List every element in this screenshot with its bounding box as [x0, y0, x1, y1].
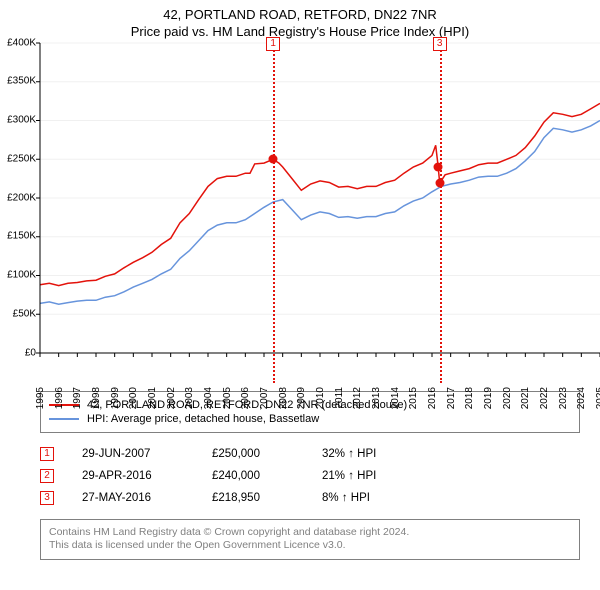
- transaction-row: 2 29-APR-2016£240,00021% ↑ HPI: [40, 465, 580, 487]
- x-axis-label: 2018: [464, 387, 475, 409]
- transaction-marker: 1: [40, 447, 54, 461]
- x-axis-label: 2004: [203, 387, 214, 409]
- legend-swatch: [49, 418, 79, 420]
- footer-line-2: This data is licensed under the Open Gov…: [49, 539, 571, 553]
- transactions-table: 1 29-JUN-2007£250,00032% ↑ HPI 2 29-APR-201…: [40, 443, 580, 509]
- x-axis-label: 2011: [334, 387, 345, 409]
- transaction-delta: 32% ↑ HPI: [322, 448, 442, 460]
- y-axis-label: £400K: [7, 37, 40, 48]
- x-axis-label: 2020: [502, 387, 513, 409]
- transaction-row: 3 27-MAY-2016£218,9508% ↑ HPI: [40, 487, 580, 509]
- page-title: 42, PORTLAND ROAD, RETFORD, DN22 7NR: [0, 0, 600, 24]
- sale-dot: [435, 178, 444, 187]
- transaction-marker: 3: [40, 491, 54, 505]
- transaction-date: 29-APR-2016: [82, 470, 212, 482]
- y-axis-label: £150K: [7, 231, 40, 242]
- transaction-date: 29-JUN-2007: [82, 448, 212, 460]
- event-line: [440, 43, 442, 383]
- x-axis-label: 2022: [539, 387, 550, 409]
- x-axis-label: 2015: [408, 387, 419, 409]
- y-axis-label: £300K: [7, 115, 40, 126]
- transaction-price: £250,000: [212, 448, 322, 460]
- x-axis-label: 2024: [576, 387, 587, 409]
- x-axis-label: 1998: [91, 387, 102, 409]
- transaction-price: £240,000: [212, 470, 322, 482]
- sale-dot: [434, 162, 443, 171]
- x-axis-label: 2014: [390, 387, 401, 409]
- y-axis-label: £350K: [7, 76, 40, 87]
- legend-item: HPI: Average price, detached house, Bass…: [49, 412, 571, 426]
- x-axis-label: 2019: [483, 387, 494, 409]
- x-axis-label: 2010: [315, 387, 326, 409]
- legend-label: HPI: Average price, detached house, Bass…: [87, 413, 319, 425]
- x-axis-label: 1997: [72, 387, 83, 409]
- x-axis-label: 2000: [128, 387, 139, 409]
- transaction-row: 1 29-JUN-2007£250,00032% ↑ HPI: [40, 443, 580, 465]
- transaction-price: £218,950: [212, 492, 322, 504]
- sale-dot: [269, 154, 278, 163]
- legend-box: 42, PORTLAND ROAD, RETFORD, DN22 7NR (de…: [40, 391, 580, 433]
- y-axis-label: £250K: [7, 153, 40, 164]
- event-marker: 3: [433, 37, 447, 51]
- x-axis-label: 2003: [184, 387, 195, 409]
- y-axis-label: £200K: [7, 192, 40, 203]
- transaction-date: 27-MAY-2016: [82, 492, 212, 504]
- x-axis-label: 2021: [520, 387, 531, 409]
- x-axis-label: 2012: [352, 387, 363, 409]
- x-axis-label: 2007: [259, 387, 270, 409]
- event-marker: 1: [266, 37, 280, 51]
- x-axis-label: 2016: [427, 387, 438, 409]
- footer-line-1: Contains HM Land Registry data © Crown c…: [49, 526, 571, 540]
- x-axis-label: 1999: [110, 387, 121, 409]
- x-axis-label: 1995: [35, 387, 46, 409]
- x-axis-label: 2017: [446, 387, 457, 409]
- x-axis-label: 2023: [558, 387, 569, 409]
- x-axis-label: 2008: [278, 387, 289, 409]
- x-axis-label: 2009: [296, 387, 307, 409]
- transaction-delta: 21% ↑ HPI: [322, 470, 442, 482]
- x-axis-label: 1996: [54, 387, 65, 409]
- footer-note: Contains HM Land Registry data © Crown c…: [40, 519, 580, 560]
- transaction-marker: 2: [40, 469, 54, 483]
- event-line: [273, 43, 275, 383]
- x-axis-label: 2002: [166, 387, 177, 409]
- page-subtitle: Price paid vs. HM Land Registry's House …: [0, 24, 600, 43]
- line-chart-svg: [40, 43, 600, 353]
- chart-area: £0£50K£100K£150K£200K£250K£300K£350K£400…: [40, 43, 600, 383]
- x-axis-label: 2006: [240, 387, 251, 409]
- transaction-delta: 8% ↑ HPI: [322, 492, 442, 504]
- x-axis-label: 2013: [371, 387, 382, 409]
- x-axis-label: 2025: [595, 387, 600, 409]
- x-axis-label: 2001: [147, 387, 158, 409]
- chart-container: 42, PORTLAND ROAD, RETFORD, DN22 7NR Pri…: [0, 0, 600, 590]
- x-axis-label: 2005: [222, 387, 233, 409]
- y-axis-label: £50K: [13, 308, 40, 319]
- y-axis-label: £100K: [7, 270, 40, 281]
